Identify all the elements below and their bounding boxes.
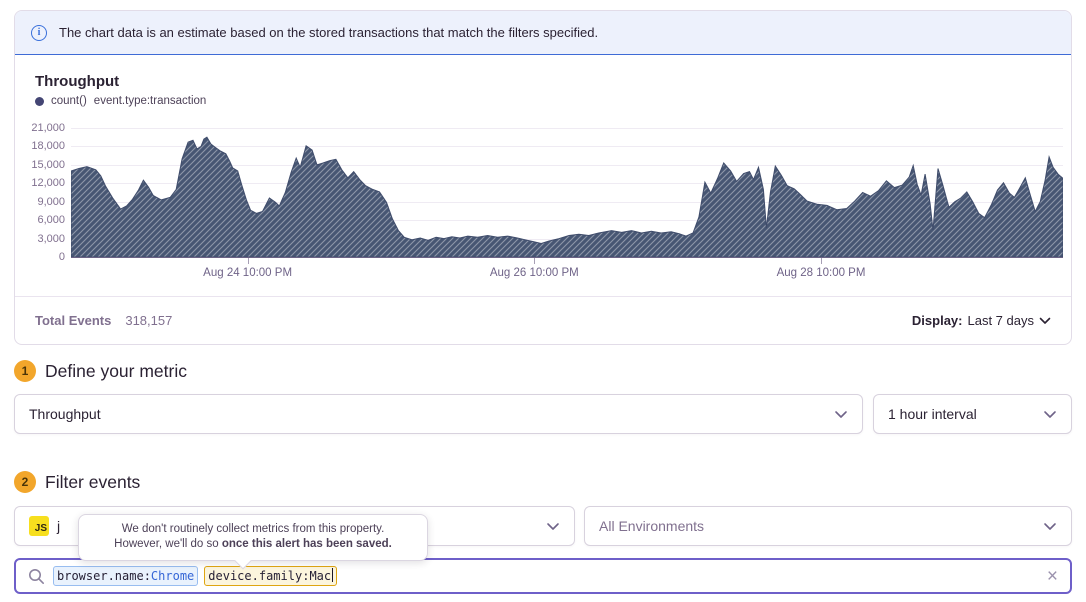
y-tick-label: 0 [58,251,65,263]
y-tick-label: 6,000 [37,214,65,227]
tooltip-line-2-bold: once this alert has been saved. [221,538,392,550]
step-filter-events-heading: 2 Filter events [14,471,140,493]
project-select-value: j [57,518,61,534]
area-series-path [71,136,1063,257]
step-1-title: Define your metric [45,360,187,381]
tooltip-line-2: However, we'll do so [114,538,222,550]
x-tick-label: Aug 24 10:00 PM [203,267,293,279]
y-tick-label: 3,000 [37,232,65,245]
chevron-down-icon [1044,522,1056,530]
total-events-value: 318,157 [125,313,173,328]
search-token-browser-name[interactable]: browser.name:Chrome [53,566,199,586]
info-icon: i [31,24,47,41]
search-icon [29,568,44,584]
chart-footer: Total Events 318,157 Display: Last 7 day… [15,296,1071,344]
display-value: Last 7 days [967,313,1035,328]
step-1-badge: 1 [14,360,36,382]
environment-select[interactable]: All Environments [584,506,1072,546]
x-tick [821,258,822,264]
chart-title: Throughput [35,73,120,90]
filter-search-input[interactable]: browser.name:Chrome device.family:Mac × [14,558,1072,594]
gridline [71,128,1063,129]
display-label: Display: [911,313,963,328]
environment-select-value: All Environments [599,518,705,534]
y-tick-label: 12,000 [31,177,65,190]
metric-select-value: Throughput [29,406,101,422]
search-token-device-family[interactable]: device.family:Mac [204,566,338,586]
interval-select[interactable]: 1 hour interval [873,394,1072,434]
text-cursor [332,568,334,582]
chart-panel: i The chart data is an estimate based on… [14,10,1072,345]
legend-series-label: count() [51,95,87,107]
info-banner: i The chart data is an estimate based on… [15,11,1071,55]
display-period-selector[interactable]: Display: Last 7 days [912,313,1051,328]
chevron-down-icon [835,410,847,418]
total-events-label: Total Events [35,313,112,328]
gridline [71,201,1063,203]
gridline [71,220,1063,222]
legend-filter-label: event.type:transaction [93,95,207,107]
x-tick-label: Aug 28 10:00 PM [776,267,866,279]
gridline [71,146,1063,148]
y-tick-label: 21,000 [31,122,65,134]
gridline [71,164,1063,166]
tooltip-line-1: We don't routinely collect metrics from … [121,523,385,535]
clear-search-button[interactable]: × [1046,565,1058,587]
javascript-platform-icon: JS [29,516,49,536]
interval-select-value: 1 hour interval [888,406,977,422]
chart-legend: count() event.type:transaction [35,95,206,107]
metric-select[interactable]: Throughput [14,394,863,434]
x-axis-line [71,257,1063,258]
chevron-down-icon [1039,317,1051,324]
metrics-warning-tooltip: We don't routinely collect metrics from … [78,514,428,570]
step-2-badge: 2 [14,471,36,493]
y-tick-label: 9,000 [37,195,65,208]
x-tick-label: Aug 26 10:00 PM [489,267,579,279]
info-banner-text: The chart data is an estimate based on t… [59,25,599,40]
y-tick-label: 15,000 [31,158,65,171]
throughput-area-chart[interactable] [71,128,1063,257]
x-tick [247,258,249,264]
x-tick [534,258,536,264]
legend-series-dot [35,96,44,106]
chevron-down-icon [1044,410,1056,418]
y-tick-label: 18,000 [31,140,65,153]
step-2-title: Filter events [45,471,141,492]
search-token-list: browser.name:Chrome device.family:Mac [53,566,1039,586]
chevron-down-icon [547,522,559,530]
area-chart-svg [71,136,1063,257]
step-define-metric-heading: 1 Define your metric [14,360,187,382]
gridline [71,183,1063,185]
